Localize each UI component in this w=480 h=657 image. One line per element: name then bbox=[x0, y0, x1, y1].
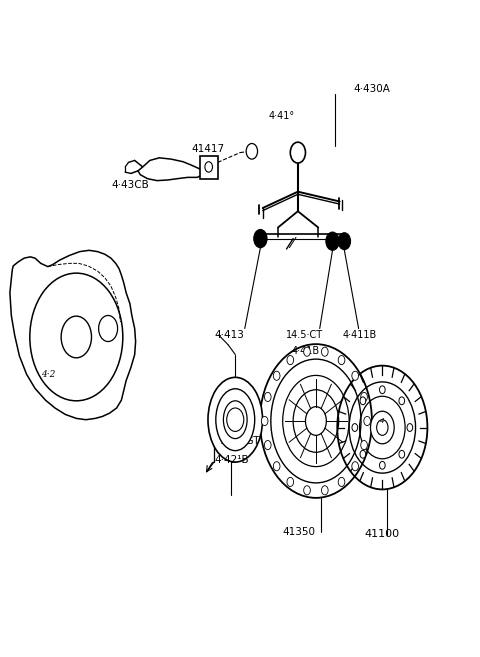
Circle shape bbox=[338, 355, 345, 365]
Circle shape bbox=[380, 461, 385, 469]
Circle shape bbox=[264, 440, 271, 449]
Circle shape bbox=[360, 450, 366, 458]
Circle shape bbox=[361, 440, 367, 449]
Circle shape bbox=[261, 417, 268, 426]
Circle shape bbox=[304, 347, 311, 356]
Circle shape bbox=[304, 486, 311, 495]
Text: 4·430A: 4·430A bbox=[354, 84, 391, 94]
Circle shape bbox=[326, 232, 339, 250]
Text: 4: 4 bbox=[380, 418, 384, 424]
Circle shape bbox=[264, 392, 271, 401]
Circle shape bbox=[305, 407, 326, 436]
Circle shape bbox=[322, 347, 328, 356]
Text: 4·41°: 4·41° bbox=[268, 111, 295, 121]
Text: 1123GT: 1123GT bbox=[220, 436, 260, 445]
Circle shape bbox=[361, 392, 367, 401]
Text: 41100: 41100 bbox=[365, 529, 400, 539]
Circle shape bbox=[273, 462, 280, 471]
Ellipse shape bbox=[216, 389, 255, 451]
Text: 41417: 41417 bbox=[191, 144, 224, 154]
Text: 4·2: 4·2 bbox=[41, 370, 55, 378]
Circle shape bbox=[322, 486, 328, 495]
Circle shape bbox=[380, 386, 385, 394]
Circle shape bbox=[360, 397, 366, 405]
Text: 4·42¹B: 4·42¹B bbox=[215, 455, 249, 465]
Text: 4·413: 4·413 bbox=[215, 330, 244, 340]
Circle shape bbox=[61, 316, 92, 358]
Text: 14.5·CT: 14.5·CT bbox=[286, 330, 323, 340]
Text: 41350: 41350 bbox=[283, 527, 316, 537]
Ellipse shape bbox=[223, 401, 247, 439]
Text: 4·411B: 4·411B bbox=[342, 330, 377, 340]
Circle shape bbox=[407, 424, 413, 432]
Circle shape bbox=[246, 143, 258, 159]
Text: 4·41B: 4·41B bbox=[291, 346, 320, 356]
Circle shape bbox=[399, 397, 405, 405]
Text: +: + bbox=[250, 148, 256, 154]
Circle shape bbox=[98, 315, 118, 342]
Circle shape bbox=[352, 371, 359, 380]
Circle shape bbox=[205, 162, 213, 172]
Circle shape bbox=[227, 408, 244, 432]
Circle shape bbox=[290, 142, 305, 163]
Circle shape bbox=[287, 478, 294, 486]
Circle shape bbox=[338, 233, 350, 250]
Ellipse shape bbox=[208, 377, 263, 462]
Circle shape bbox=[352, 462, 359, 471]
Text: 4·43CB: 4·43CB bbox=[111, 180, 149, 190]
Circle shape bbox=[377, 420, 388, 436]
Circle shape bbox=[273, 371, 280, 380]
Circle shape bbox=[371, 411, 394, 444]
Circle shape bbox=[352, 424, 358, 432]
Circle shape bbox=[254, 229, 267, 248]
Circle shape bbox=[364, 417, 371, 426]
Polygon shape bbox=[138, 158, 202, 181]
Circle shape bbox=[338, 478, 345, 486]
Circle shape bbox=[287, 355, 294, 365]
FancyBboxPatch shape bbox=[200, 156, 218, 179]
Circle shape bbox=[399, 450, 405, 458]
